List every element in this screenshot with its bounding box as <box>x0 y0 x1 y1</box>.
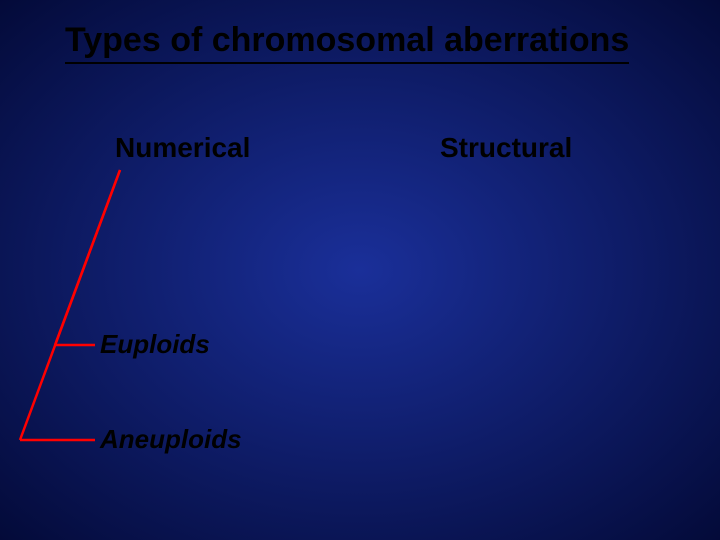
node-structural: Structural <box>440 132 572 164</box>
slide: Types of chromosomal aberrations Numeric… <box>0 0 720 540</box>
slide-background <box>0 0 720 540</box>
node-aneuploids: Aneuploids <box>100 424 242 455</box>
slide-title: Types of chromosomal aberrations <box>65 21 629 64</box>
node-euploids: Euploids <box>100 329 210 360</box>
node-numerical: Numerical <box>115 132 250 164</box>
